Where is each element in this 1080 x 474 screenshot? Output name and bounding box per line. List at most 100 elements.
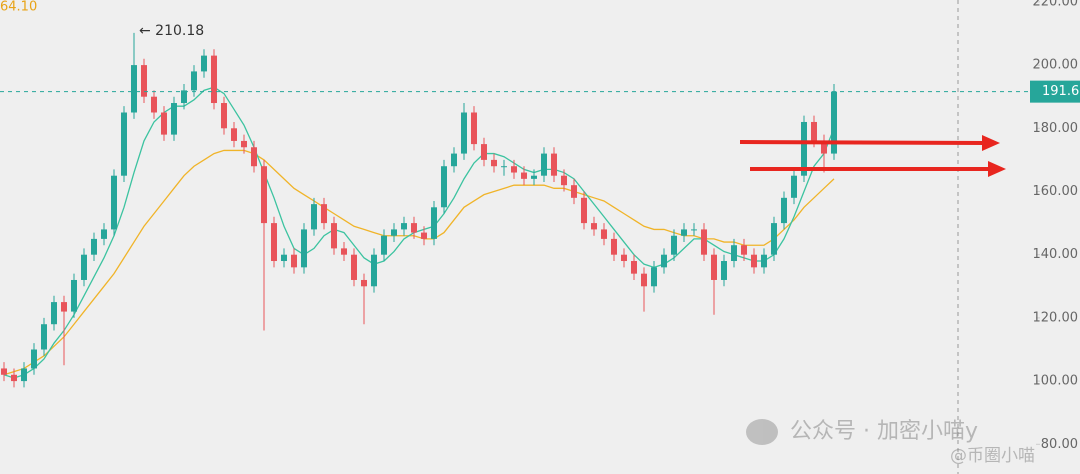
watermark-handle: @币圈小喵 [950, 446, 1035, 466]
candle-body [531, 175, 537, 179]
candle-body [791, 175, 797, 198]
candle-body [561, 175, 567, 186]
watermark: 公众号 · 加密小喵y @币圈小喵 [746, 419, 1035, 466]
arrow [739, 140, 986, 145]
candle-body [301, 229, 307, 268]
candle-body [51, 302, 57, 325]
y-tick-label: 180.00 [1033, 121, 1079, 136]
candle-body [681, 229, 687, 236]
annotation: ← 210.18 [139, 23, 204, 39]
candle-body [201, 55, 207, 72]
candle-body [381, 235, 387, 255]
candle-body [781, 197, 787, 224]
candle-body [671, 235, 677, 255]
candle-body [401, 223, 407, 230]
candle-body [181, 90, 187, 104]
candle-body [691, 229, 697, 231]
candle-body [601, 229, 607, 239]
candle-body [161, 112, 167, 135]
candle-body [91, 238, 97, 255]
candle-body [731, 245, 737, 262]
y-tick-label: 200.00 [1033, 58, 1079, 73]
y-tick-label: 220.00 [1033, 0, 1079, 9]
candle-body [31, 349, 37, 369]
price-tag [1030, 80, 1080, 103]
candle-body [251, 147, 257, 167]
candle-body [361, 279, 367, 287]
candle-body [501, 166, 507, 168]
candle-body [61, 302, 67, 312]
candle-body [611, 238, 617, 255]
watermark-text: 公众号 · 加密小喵y [790, 419, 978, 444]
candle-body [391, 229, 397, 236]
candle-body [271, 223, 277, 262]
candle-body [541, 153, 547, 176]
candle-body [831, 91, 837, 154]
candle-body [771, 223, 777, 255]
candle-body [661, 254, 667, 268]
candle-body [631, 261, 637, 274]
y-tick-label: 100.00 [1033, 374, 1079, 389]
candle-body [711, 254, 717, 280]
candle-body [191, 71, 197, 91]
candle-body [451, 153, 457, 167]
arrows [739, 135, 1006, 177]
candle-body [491, 159, 497, 167]
candle-body [621, 254, 627, 262]
candle-body [441, 166, 447, 208]
candle-body [291, 254, 297, 268]
candle-body [581, 197, 587, 224]
candle-body [511, 166, 517, 173]
candle-body [261, 166, 267, 224]
candle-body [221, 103, 227, 129]
candle-body [821, 140, 827, 154]
candle-body [321, 204, 327, 224]
candle-body [801, 121, 807, 176]
candle-body [721, 261, 727, 280]
candle-body [411, 223, 417, 233]
moving-average [3, 86, 835, 379]
candle-body [1, 368, 7, 375]
moving-average [3, 149, 835, 376]
candle-body [81, 254, 87, 280]
arrow-head [988, 161, 1006, 177]
candle-body [111, 175, 117, 230]
wechat-icon [746, 419, 778, 445]
candle-body [231, 128, 237, 141]
candle-body [651, 267, 657, 287]
candle-body [571, 185, 577, 198]
y-tick-label: 80.00 [1041, 437, 1078, 452]
candle-body [751, 254, 757, 268]
candle-body [121, 112, 127, 176]
candle-body [21, 368, 27, 382]
candle-body [41, 324, 47, 350]
candle-body [311, 204, 317, 230]
candle-body [241, 140, 247, 148]
candle-body [11, 374, 17, 382]
y-tick-label: 120.00 [1033, 310, 1079, 325]
candle-body [151, 96, 157, 113]
candle-body [471, 112, 477, 145]
candle-body [281, 254, 287, 262]
candle-body [761, 254, 767, 268]
candle-body [521, 172, 527, 179]
candle-body [341, 248, 347, 255]
candle-body [741, 245, 747, 255]
arrow-head [982, 135, 1000, 151]
candle-body [701, 229, 707, 255]
candle-body [331, 223, 337, 249]
top-left-label: 64.10 [0, 0, 37, 15]
price-tag-label: 191.6 [1042, 84, 1079, 99]
candle-body [481, 144, 487, 160]
y-tick-label: 140.00 [1033, 247, 1079, 262]
candle-body [431, 207, 437, 239]
candle-body [811, 121, 817, 141]
candle-body [351, 254, 357, 280]
candle-body [371, 254, 377, 287]
plot: 220.00 200.00 180.00 160.00 140.00 120.00 100.… [0, 0, 1080, 452]
candle-body [421, 232, 427, 239]
candle-body [101, 229, 107, 239]
y-tick-label: 160.00 [1033, 184, 1079, 199]
